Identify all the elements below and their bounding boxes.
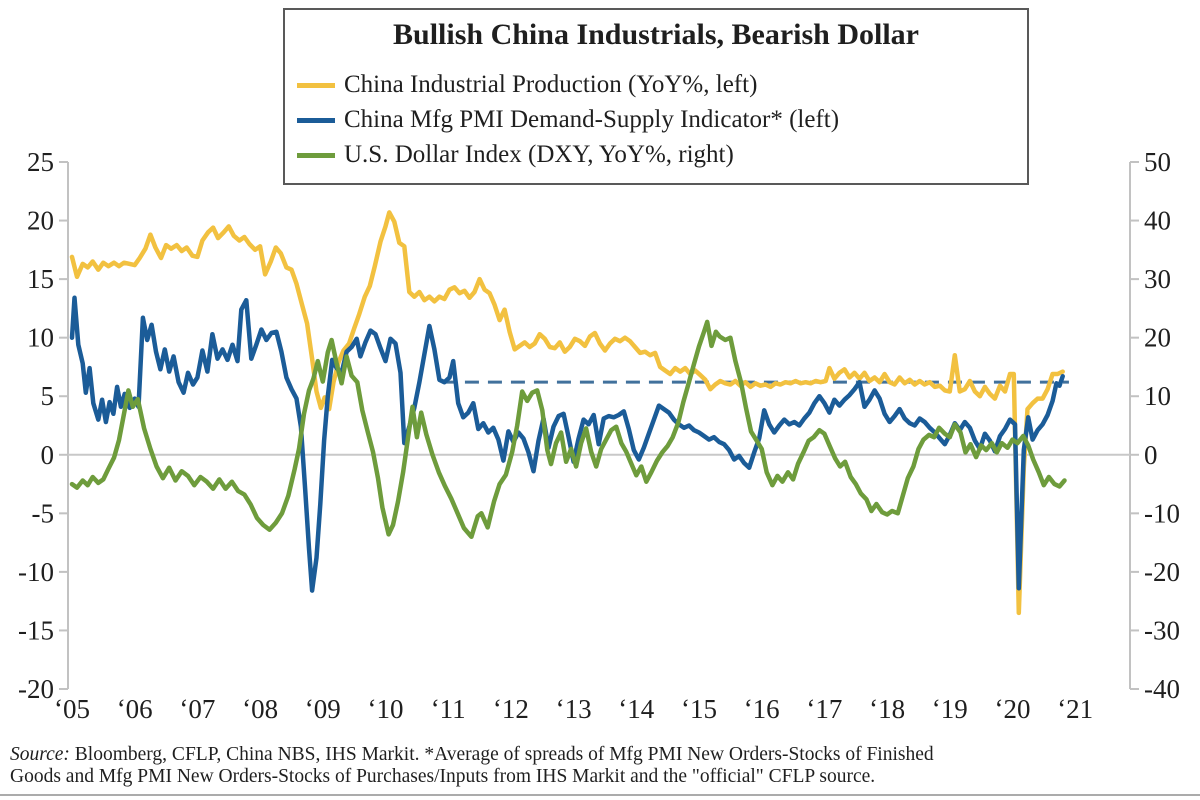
source-note: Source: Bloomberg, CFLP, China NBS, IHS … bbox=[10, 744, 1192, 788]
left-axis-tick-label: -10 bbox=[18, 557, 54, 587]
x-axis-tick-label: ‘21 bbox=[1057, 694, 1093, 724]
x-axis-tick-label: ‘19 bbox=[932, 694, 968, 724]
right-axis-tick-label: 50 bbox=[1144, 147, 1171, 177]
left-axis-tick-label: 10 bbox=[27, 323, 54, 353]
left-axis-tick-label: -20 bbox=[18, 674, 54, 704]
right-axis-tick-label: 10 bbox=[1144, 381, 1171, 411]
legend-item-industrial-production: China Industrial Production (YoY%, left) bbox=[297, 70, 757, 100]
legend-swatch-blue bbox=[297, 117, 335, 123]
x-axis-labels: ‘05 ‘06 ‘07 ‘08 ‘09 ‘10 ‘11 ‘12 ‘13 ‘14 ‘15 ‘16 ‘17 ‘… bbox=[54, 694, 1093, 724]
legend-label: China Mfg PMI Demand-Supply Indicator* (… bbox=[344, 106, 840, 133]
legend-swatch-yellow bbox=[297, 82, 335, 88]
x-axis-tick-label: ‘05 bbox=[54, 694, 90, 724]
source-line-1: Source: Bloomberg, CFLP, China NBS, IHS … bbox=[10, 744, 1192, 766]
x-axis-tick-label: ‘08 bbox=[242, 694, 278, 724]
x-axis-tick-label: ‘13 bbox=[556, 694, 592, 724]
bottom-divider bbox=[0, 794, 1200, 796]
series-line-pmi-indicator bbox=[69, 295, 1065, 593]
legend-label: China Industrial Production (YoY%, left) bbox=[344, 71, 758, 98]
right-axis-tick-label: -30 bbox=[1144, 615, 1180, 645]
chart-title: Bullish China Industrials, Bearish Dolla… bbox=[393, 18, 919, 51]
right-axis-tick-label: 20 bbox=[1144, 323, 1171, 353]
x-axis-tick-label: ‘10 bbox=[368, 694, 404, 724]
left-axis-tick-label: -15 bbox=[18, 615, 54, 645]
left-axis: 25 20 15 10 5 0 -5 -10 -15 -20 bbox=[18, 147, 69, 704]
series-line-dollar-index bbox=[69, 319, 1067, 540]
legend-swatch-green bbox=[297, 152, 335, 158]
right-axis-tick-label: -10 bbox=[1144, 498, 1180, 528]
x-axis-tick-label: ‘17 bbox=[806, 694, 842, 724]
right-axis-tick-label: 40 bbox=[1144, 206, 1171, 236]
legend-label: U.S. Dollar Index (DXY, YoY%, right) bbox=[344, 141, 734, 168]
x-axis-tick-label: ‘09 bbox=[305, 694, 341, 724]
left-axis-tick-label: 20 bbox=[27, 206, 54, 236]
right-axis-tick-label: 0 bbox=[1144, 440, 1158, 470]
source-text-1: Bloomberg, CFLP, China NBS, IHS Markit. … bbox=[69, 744, 934, 765]
left-axis-tick-label: 25 bbox=[27, 147, 54, 177]
x-axis-tick-label: ‘18 bbox=[869, 694, 905, 724]
source-text-2: Goods and Mfg PMI New Orders-Stocks of P… bbox=[10, 766, 876, 787]
right-axis-tick-label: 30 bbox=[1144, 264, 1171, 294]
source-prefix: Source: bbox=[10, 744, 70, 765]
series-line-industrial-production bbox=[69, 210, 1065, 616]
legend-item-dollar-index: U.S. Dollar Index (DXY, YoY%, right) bbox=[297, 140, 734, 170]
x-axis-tick-label: ‘12 bbox=[493, 694, 529, 724]
x-axis-tick-label: ‘07 bbox=[179, 694, 215, 724]
x-axis-tick-label: ‘11 bbox=[431, 694, 466, 724]
chart-legend: Bullish China Industrials, Bearish Dolla… bbox=[283, 8, 1029, 185]
left-axis-tick-label: 15 bbox=[27, 264, 54, 294]
x-axis-tick-label: ‘14 bbox=[618, 694, 654, 724]
right-axis-tick-label: -20 bbox=[1144, 557, 1180, 587]
left-axis-tick-label: -5 bbox=[32, 498, 55, 528]
left-axis-tick-label: 0 bbox=[41, 440, 55, 470]
x-axis-tick-label: ‘16 bbox=[744, 694, 780, 724]
x-axis-tick-label: ‘06 bbox=[117, 694, 153, 724]
left-axis-tick-label: 5 bbox=[41, 381, 55, 411]
legend-item-pmi-indicator: China Mfg PMI Demand-Supply Indicator* (… bbox=[297, 105, 839, 135]
x-axis-tick-label: ‘20 bbox=[995, 694, 1031, 724]
x-axis-tick-label: ‘15 bbox=[681, 694, 717, 724]
right-axis: 50 40 30 20 10 0 -10 -20 -30 -40 bbox=[1129, 147, 1180, 704]
right-axis-tick-label: -40 bbox=[1144, 674, 1180, 704]
